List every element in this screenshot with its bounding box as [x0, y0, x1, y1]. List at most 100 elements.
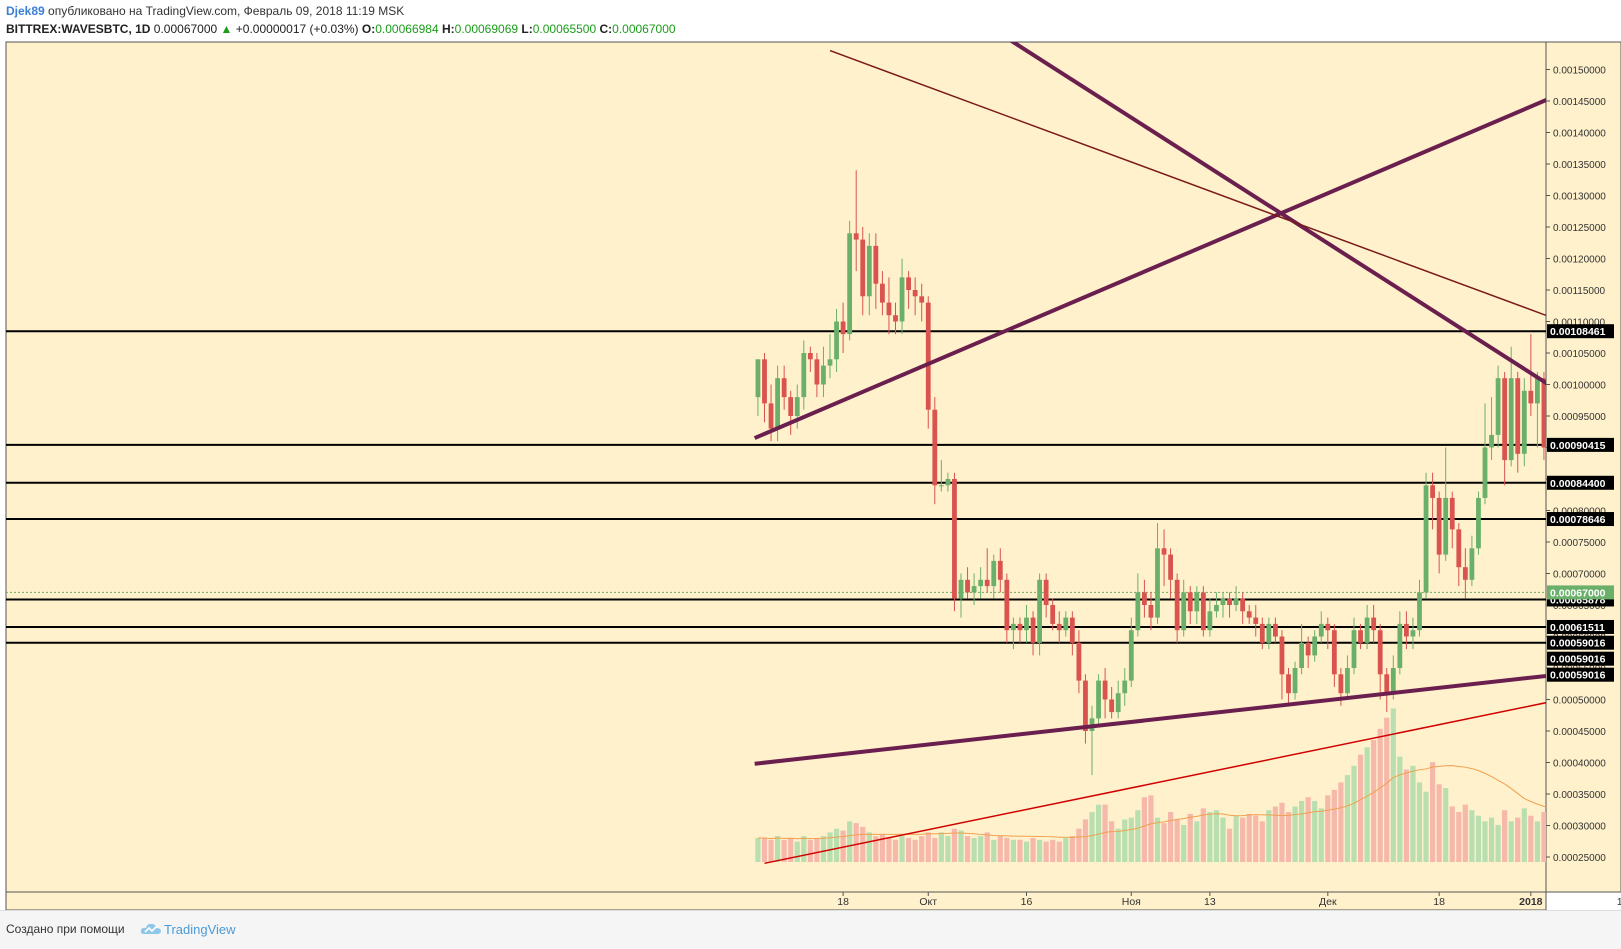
candlestick-chart[interactable]: 0.001500000.001450000.001400000.00135000… — [0, 0, 1621, 910]
candle-body — [847, 233, 852, 334]
candle-body — [1411, 630, 1416, 636]
volume-bar — [1541, 812, 1546, 862]
candle-body — [880, 284, 885, 303]
candle-body — [1391, 668, 1396, 693]
price-level-label: 0.00078646 — [1550, 514, 1606, 526]
candle-body — [952, 479, 957, 599]
volume-bar — [1017, 840, 1022, 862]
price-level-label: 0.00059016 — [1550, 638, 1606, 650]
candle-body — [1293, 668, 1298, 693]
candle-body — [919, 296, 924, 302]
candle-body — [873, 246, 878, 284]
time-tick-label: 16 — [1021, 896, 1033, 908]
candle-body — [1201, 592, 1206, 630]
plot-area[interactable] — [6, 42, 1546, 892]
candle-body — [1496, 378, 1501, 435]
time-tick-label: 15 — [1617, 896, 1621, 908]
candle-body — [1050, 605, 1055, 624]
volume-bar — [1443, 788, 1448, 862]
volume-bar — [1129, 818, 1134, 862]
candle-body — [1470, 548, 1475, 580]
candle-body — [1273, 624, 1278, 637]
volume-bar — [1207, 812, 1212, 862]
price-tick-label: 0.00025000 — [1553, 853, 1606, 864]
volume-bar — [1188, 814, 1193, 862]
candle-body — [1371, 618, 1376, 631]
volume-bar — [1037, 840, 1042, 862]
candle-body — [1057, 624, 1062, 630]
time-axis[interactable] — [6, 892, 1546, 910]
volume-bar — [1063, 838, 1068, 862]
footer: Создано при помощи TradingView — [0, 910, 1621, 949]
volume-bar — [1083, 819, 1088, 862]
candle-body — [1135, 592, 1140, 630]
volume-bar — [1404, 770, 1409, 863]
volume-bar — [1044, 842, 1049, 862]
candle-body — [1214, 605, 1219, 611]
candle-body — [1417, 592, 1422, 630]
tradingview-brand[interactable]: TradingView — [164, 922, 236, 937]
volume-bar — [1004, 838, 1009, 862]
price-tick-label: 0.00130000 — [1553, 192, 1606, 203]
volume-bar — [1168, 812, 1173, 862]
candle-body — [841, 322, 846, 335]
volume-bar — [1496, 825, 1501, 862]
candle-body — [1456, 529, 1461, 567]
candle-body — [801, 353, 806, 397]
volume-bar — [1299, 801, 1304, 862]
volume-bar — [808, 840, 813, 862]
candle-body — [906, 277, 911, 290]
price-tick-label: 0.00135000 — [1553, 160, 1606, 171]
volume-bar — [1417, 782, 1422, 862]
price-level-label: 0.00090415 — [1550, 440, 1606, 452]
candle-body — [1024, 618, 1029, 631]
volume-bar — [1234, 816, 1239, 862]
candle-body — [1247, 611, 1252, 617]
volume-bar — [1089, 812, 1094, 862]
volume-bar — [1430, 762, 1435, 862]
tradingview-cloud-icon[interactable] — [140, 921, 162, 937]
candle-body — [893, 315, 898, 321]
volume-bar — [1351, 766, 1356, 862]
candle-body — [998, 561, 1003, 580]
candle-body — [1266, 624, 1271, 643]
volume-bar — [893, 840, 898, 862]
candle-body — [867, 246, 872, 296]
volume-bar — [1522, 808, 1527, 862]
volume-bar — [1070, 836, 1075, 862]
time-tick-label: Окт — [919, 896, 937, 908]
candle-body — [1194, 592, 1199, 611]
candle-body — [959, 580, 964, 599]
volume-bar — [1410, 766, 1415, 862]
volume-bar — [1201, 808, 1206, 862]
time-tick-label: 13 — [1204, 896, 1216, 908]
candle-body — [1208, 611, 1213, 630]
price-tick-label: 0.00115000 — [1553, 286, 1606, 297]
candle-body — [1509, 378, 1514, 460]
volume-bar — [755, 838, 760, 862]
candle-body — [1483, 448, 1488, 498]
volume-bar — [1279, 803, 1284, 862]
candle-body — [1181, 592, 1186, 630]
volume-bar — [1319, 808, 1324, 862]
candle-body — [1312, 637, 1317, 656]
volume-bar — [1476, 816, 1481, 862]
candle-body — [1175, 580, 1180, 630]
volume-bar — [1247, 814, 1252, 862]
volume-bar — [939, 832, 944, 862]
candle-body — [1280, 637, 1285, 675]
candle-body — [1443, 498, 1448, 555]
candle-body — [1522, 391, 1527, 454]
volume-bar — [1057, 842, 1062, 862]
candle-body — [1155, 548, 1160, 617]
candle-body — [1011, 624, 1016, 630]
volume-bar — [867, 832, 872, 862]
candle-body — [769, 403, 774, 428]
candle-body — [775, 378, 780, 428]
candle-body — [1437, 498, 1442, 555]
volume-bar — [1378, 729, 1383, 862]
volume-bar — [1423, 792, 1428, 862]
candle-body — [1188, 592, 1193, 611]
volume-bar — [1463, 805, 1468, 862]
candle-body — [972, 586, 977, 592]
